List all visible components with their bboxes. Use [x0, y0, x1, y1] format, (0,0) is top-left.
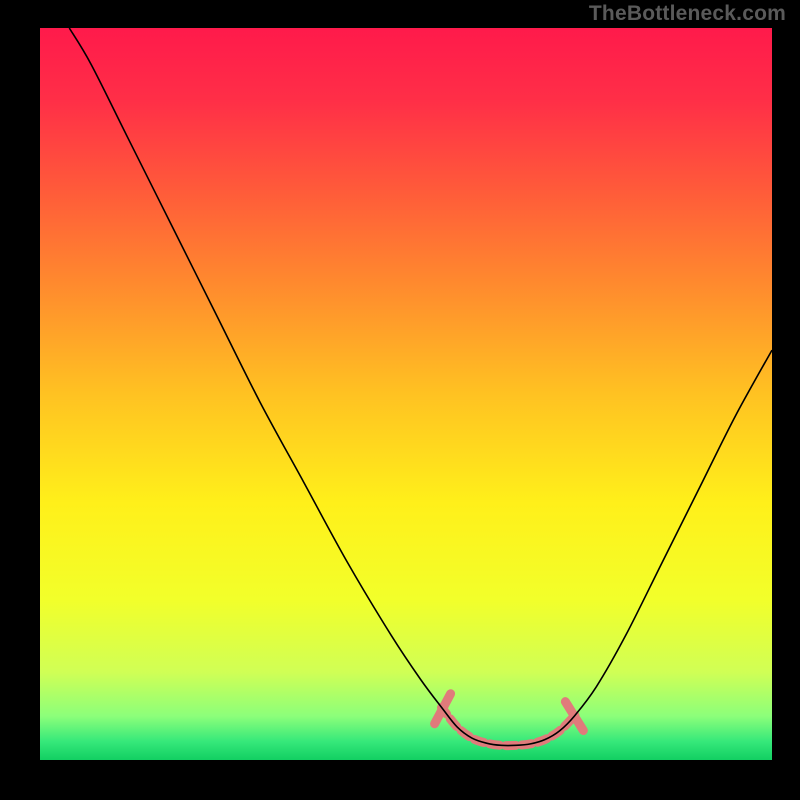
bottleneck-curve [69, 28, 772, 746]
highlight-band [442, 707, 576, 745]
watermark-text: TheBottleneck.com [589, 2, 786, 26]
chart-frame: TheBottleneck.com [0, 0, 800, 800]
plot-area [40, 28, 772, 760]
curve-layer [40, 28, 772, 760]
